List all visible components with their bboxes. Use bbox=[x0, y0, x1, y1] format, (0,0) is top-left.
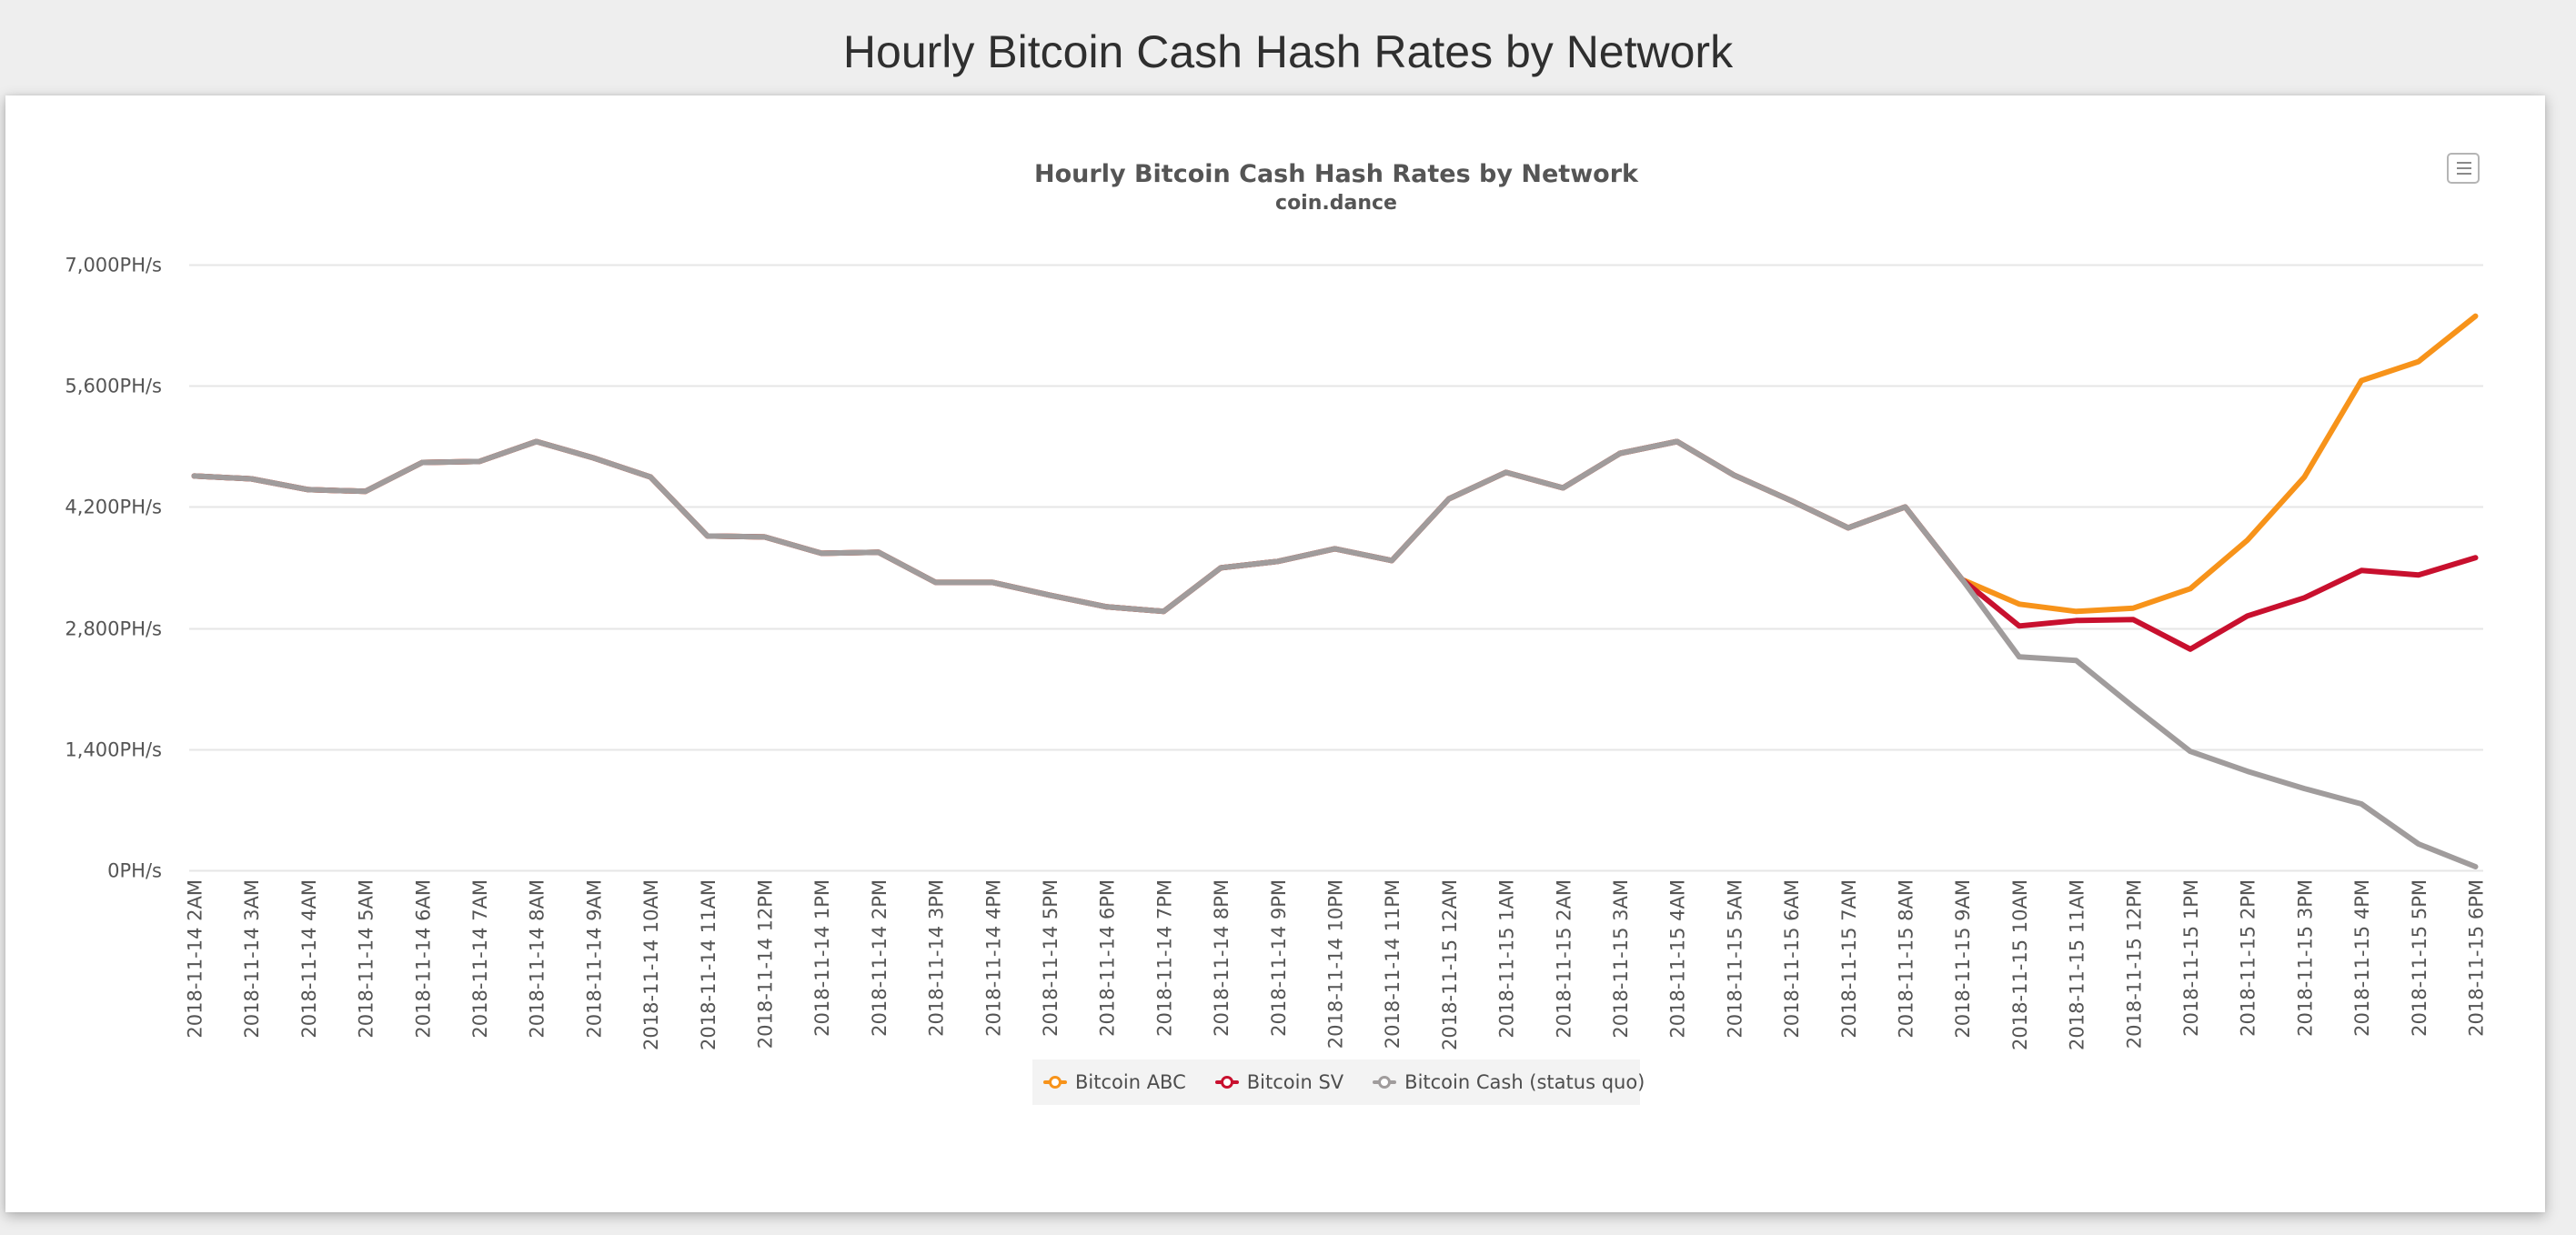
x-tick-label: 2018-11-15 3PM bbox=[2294, 879, 2316, 1037]
x-tick-label: 2018-11-14 4PM bbox=[982, 879, 1004, 1037]
x-tick-label: 2018-11-15 9AM bbox=[1952, 879, 1974, 1039]
x-tick-label: 2018-11-15 2AM bbox=[1553, 879, 1575, 1039]
x-tick-label: 2018-11-15 5PM bbox=[2409, 879, 2430, 1037]
y-tick-label: 5,600PH/s bbox=[65, 376, 162, 397]
x-tick-label: 2018-11-14 11PM bbox=[1382, 879, 1404, 1049]
series-line[interactable] bbox=[191, 438, 2479, 652]
x-tick-label: 2018-11-15 4AM bbox=[1667, 879, 1689, 1039]
y-axis-labels: 0PH/s 1,400PH/s 2,800PH/s 4,200PH/s 5,600PH/… bbox=[65, 255, 162, 882]
x-tick-label: 2018-11-14 9AM bbox=[583, 879, 605, 1039]
x-tick-label: 2018-11-14 7AM bbox=[469, 879, 491, 1039]
legend-item-bitcoin-abc[interactable]: Bitcoin ABC bbox=[1043, 1071, 1186, 1093]
x-tick-label: 2018-11-15 3AM bbox=[1610, 879, 1632, 1039]
x-tick-label: 2018-11-14 5AM bbox=[356, 879, 377, 1039]
x-tick-label: 2018-11-15 8AM bbox=[1896, 879, 1917, 1039]
x-tick-label: 2018-11-14 8AM bbox=[527, 879, 548, 1039]
gridlines bbox=[189, 264, 2483, 872]
series-line[interactable] bbox=[191, 438, 2479, 869]
x-tick-label: 2018-11-14 12PM bbox=[755, 879, 777, 1049]
y-tick-label: 0PH/s bbox=[107, 860, 162, 882]
x-tick-label: 2018-11-15 6AM bbox=[1781, 879, 1803, 1039]
x-tick-label: 2018-11-15 12PM bbox=[2123, 879, 2145, 1049]
x-axis-labels: 2018-11-14 2AM 2018-11-14 3AM 2018-11-14 4… bbox=[185, 879, 2488, 1050]
y-tick-label: 1,400PH/s bbox=[65, 739, 162, 761]
y-tick-label: 2,800PH/s bbox=[65, 618, 162, 640]
x-tick-label: 2018-11-14 2AM bbox=[185, 879, 206, 1039]
legend-line-marker-icon bbox=[1214, 1075, 1239, 1089]
x-tick-label: 2018-11-14 8PM bbox=[1211, 879, 1233, 1037]
x-tick-label: 2018-11-14 10AM bbox=[640, 879, 662, 1050]
x-tick-label: 2018-11-15 4PM bbox=[2351, 879, 2373, 1037]
x-tick-label: 2018-11-15 6PM bbox=[2466, 879, 2488, 1037]
chart-card bbox=[5, 95, 2545, 1212]
page-heading: Hourly Bitcoin Cash Hash Rates by Networ… bbox=[842, 26, 1734, 77]
x-tick-label: 2018-11-15 12AM bbox=[1439, 879, 1461, 1050]
y-tick-label: 4,200PH/s bbox=[65, 497, 162, 518]
x-tick-label: 2018-11-14 4AM bbox=[298, 879, 320, 1039]
chart-subtitle: coin.dance bbox=[1275, 192, 1397, 215]
legend-label: Bitcoin ABC bbox=[1075, 1071, 1186, 1093]
x-tick-label: 2018-11-15 11AM bbox=[2067, 879, 2088, 1050]
x-tick-label: 2018-11-14 2PM bbox=[869, 879, 891, 1037]
x-tick-label: 2018-11-14 10PM bbox=[1325, 879, 1347, 1049]
x-tick-label: 2018-11-15 1PM bbox=[2180, 879, 2202, 1037]
series-line[interactable] bbox=[191, 313, 2479, 615]
x-tick-label: 2018-11-15 7AM bbox=[1838, 879, 1860, 1039]
x-tick-label: 2018-11-14 7PM bbox=[1153, 879, 1175, 1037]
legend-label: Bitcoin SV bbox=[1246, 1071, 1344, 1093]
legend-item-bitcoin-sv[interactable]: Bitcoin SV bbox=[1214, 1071, 1344, 1093]
legend-line-marker-icon bbox=[1043, 1075, 1067, 1089]
legend-label: Bitcoin Cash (status quo) bbox=[1404, 1071, 1645, 1093]
legend-item-bitcoin-cash[interactable]: Bitcoin Cash (status quo) bbox=[1373, 1071, 1645, 1093]
x-tick-label: 2018-11-14 11AM bbox=[698, 879, 719, 1050]
x-tick-label: 2018-11-15 10AM bbox=[2009, 879, 2031, 1050]
legend-line-marker-icon bbox=[1373, 1075, 1397, 1089]
x-tick-label: 2018-11-14 3PM bbox=[926, 879, 948, 1037]
x-tick-label: 2018-11-15 2PM bbox=[2238, 879, 2259, 1037]
x-tick-label: 2018-11-14 9PM bbox=[1268, 879, 1290, 1037]
x-tick-label: 2018-11-14 6AM bbox=[412, 879, 434, 1039]
chart-title: Hourly Bitcoin Cash Hash Rates by Networ… bbox=[1034, 160, 1639, 188]
series-lines bbox=[191, 313, 2479, 869]
chart-legend: Bitcoin ABC Bitcoin SV Bitcoin Cash (sta… bbox=[1032, 1059, 1645, 1105]
y-tick-label: 7,000PH/s bbox=[65, 255, 162, 276]
x-tick-label: 2018-11-14 6PM bbox=[1097, 879, 1119, 1037]
chart-menu-button[interactable] bbox=[2447, 153, 2480, 184]
x-tick-label: 2018-11-15 5AM bbox=[1724, 879, 1746, 1039]
x-tick-label: 2018-11-14 1PM bbox=[811, 879, 833, 1037]
x-tick-label: 2018-11-14 5PM bbox=[1040, 879, 1062, 1037]
x-tick-label: 2018-11-15 1AM bbox=[1496, 879, 1518, 1039]
x-tick-label: 2018-11-14 3AM bbox=[241, 879, 263, 1039]
